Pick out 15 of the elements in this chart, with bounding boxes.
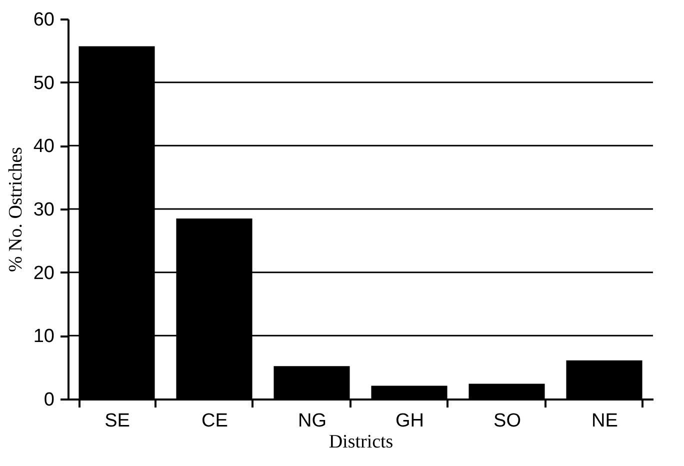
x-tick-label: SE bbox=[104, 410, 130, 432]
x-tick-label: NE bbox=[592, 410, 618, 432]
y-axis-title: % No. Ostriches bbox=[5, 146, 26, 272]
y-tick-label: 30 bbox=[33, 200, 54, 220]
y-tick-label: 40 bbox=[33, 136, 54, 158]
x-tick-label: SO bbox=[494, 410, 521, 432]
y-tick-label: 10 bbox=[33, 326, 54, 348]
x-tick-label: CE bbox=[202, 410, 228, 432]
y-tick-label: 50 bbox=[33, 72, 54, 94]
x-tick-label: NG bbox=[298, 410, 326, 432]
x-tick-label: GH bbox=[396, 410, 424, 432]
y-tick-label: 20 bbox=[33, 262, 54, 284]
y-tick-label: 60 bbox=[33, 10, 54, 30]
x-axis-title: Districts bbox=[328, 432, 394, 452]
y-tick-label: 0 bbox=[44, 390, 54, 410]
